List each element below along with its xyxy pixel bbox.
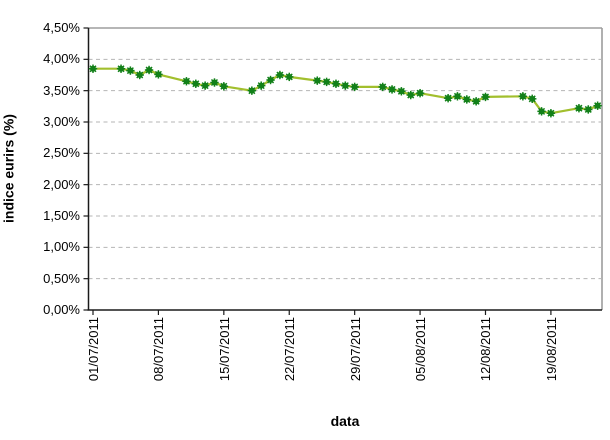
data-point-marker: [397, 87, 406, 96]
data-point-marker: [481, 92, 490, 102]
x-tick-label: 12/08/2011: [478, 317, 494, 382]
data-point-marker: [341, 81, 350, 90]
data-point-marker: [266, 75, 275, 85]
y-tick-label: 1,00%: [43, 239, 80, 255]
data-point-marker: [415, 88, 425, 98]
data-point-marker: [275, 70, 285, 80]
data-point-marker: [88, 64, 98, 73]
data-point-marker: [247, 86, 257, 95]
y-tick-label: 3,00%: [43, 114, 80, 129]
data-point-marker: [257, 81, 266, 90]
y-tick-label: 2,50%: [43, 145, 80, 161]
data-point-marker: [313, 76, 322, 85]
data-point-marker: [135, 70, 144, 80]
data-point-marker: [285, 72, 294, 82]
data-point-marker: [322, 77, 331, 87]
data-point-marker: [528, 94, 537, 104]
y-axis-title: indice eurirs (%): [0, 114, 17, 223]
data-point-marker: [350, 82, 359, 92]
y-tick-label: 4,50%: [43, 20, 80, 35]
x-tick-label: 29/07/2011: [347, 317, 363, 382]
data-point-marker: [126, 66, 135, 75]
y-tick-label: 1,50%: [43, 208, 80, 223]
data-point-marker: [537, 107, 546, 116]
data-point-marker: [210, 78, 219, 87]
data-point-marker: [154, 70, 163, 79]
data-point-marker: [443, 93, 453, 103]
x-axis-title: data: [330, 413, 360, 429]
data-point-marker: [462, 95, 471, 104]
data-point-marker: [593, 101, 602, 110]
x-tick-label: 15/07/2011: [216, 317, 232, 382]
data-point-marker: [378, 82, 387, 92]
x-tick-label: 19/08/2011: [543, 317, 559, 382]
x-tick-label: 05/08/2011: [413, 317, 429, 382]
data-point-marker: [331, 79, 341, 88]
y-tick-label: 0,00%: [43, 302, 80, 317]
y-tick-label: 2,00%: [43, 176, 80, 192]
data-point-marker: [584, 105, 593, 114]
data-point-marker: [191, 79, 200, 88]
data-point-marker: [406, 90, 415, 100]
data-point-marker: [219, 82, 229, 91]
data-point-marker: [546, 109, 556, 118]
data-point-marker: [182, 77, 191, 86]
data-point-marker: [453, 92, 462, 101]
data-point-marker: [200, 81, 210, 90]
data-point-marker: [116, 64, 126, 73]
x-tick-label: 01/07/2011: [86, 317, 101, 382]
x-tick-label: 22/07/2011: [282, 317, 298, 382]
data-point-marker: [144, 65, 154, 75]
data-point-marker: [518, 92, 528, 101]
data-point-marker: [387, 85, 397, 94]
y-tick-label: 0,50%: [43, 270, 80, 286]
data-point-marker: [574, 104, 584, 113]
y-tick-label: 3,50%: [43, 82, 80, 98]
y-tick-label: 4,00%: [43, 51, 80, 67]
data-point-marker: [471, 97, 481, 106]
x-tick-label: 08/07/2011: [151, 317, 167, 382]
